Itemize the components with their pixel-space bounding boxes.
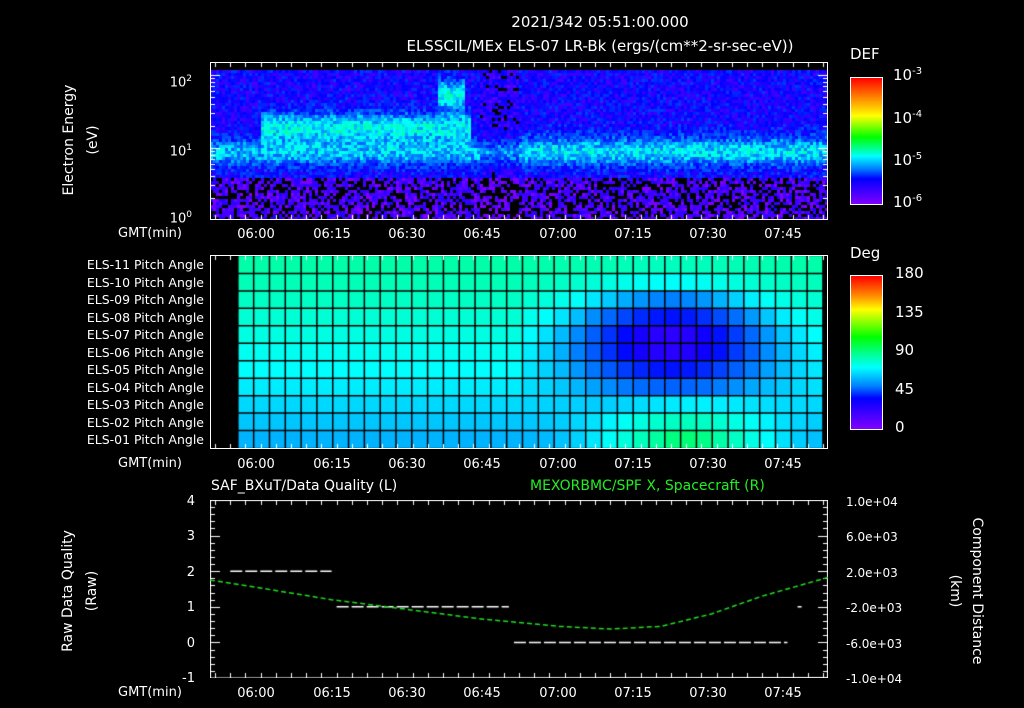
colorbar-def-tick: 10-3	[893, 66, 923, 84]
energy-spectrogram	[210, 62, 828, 220]
colorbar-def-tick: 10-5	[893, 151, 923, 169]
time-ticks-panel2: 06:00 06:15 06:30 06:45 07:00 07:15 07:3…	[237, 457, 802, 472]
distance-axis-unit: (km)	[947, 574, 963, 608]
colorbar-def-tick: 10-4	[893, 109, 923, 127]
panel1-title: ELSSCIL/MEx ELS-07 LR-Bk (ergs/(cm**2-sr…	[406, 37, 794, 55]
quality-distance-plot	[210, 500, 828, 678]
ytick-quality: 3	[186, 529, 195, 544]
ytick-distance: -1.0e+04	[846, 672, 903, 686]
colorbar-def-title: DEF	[850, 45, 880, 63]
pitch-angle-heatmap	[210, 255, 828, 449]
time-axis-label: GMT(min)	[118, 685, 182, 700]
distance-axis-label: Component Distance	[969, 517, 985, 665]
ytick-quality: 2	[186, 565, 195, 580]
colorbar-deg-tick: 45	[895, 380, 915, 398]
time-ticks-panel1: 06:00 06:15 06:30 06:45 07:00 07:15 07:3…	[237, 227, 802, 242]
colorbar-deg-tick: 0	[895, 418, 905, 436]
ytick-quality: -1	[182, 671, 195, 686]
ytick-quality: 0	[186, 636, 195, 651]
ytick-distance: -6.0e+03	[846, 637, 903, 651]
plot-timestamp: 2021/342 05:51:00.000	[511, 13, 689, 31]
colorbar-deg-tick: 90	[895, 341, 915, 359]
time-axis-label: GMT(min)	[118, 226, 182, 241]
ytick-distance: 6.0e+03	[846, 530, 898, 544]
pitch-angle-row-labels: ELS-11 Pitch Angle ELS-10 Pitch Angle EL…	[86, 257, 204, 447]
energy-axis-unit: (eV)	[85, 125, 101, 155]
colorbar-deg-tick: 135	[895, 303, 924, 321]
time-ticks-panel3: 06:00 06:15 06:30 06:45 07:00 07:15 07:3…	[237, 686, 802, 701]
colorbar-deg-tick: 180	[895, 264, 924, 282]
energy-axis-label: Electron Energy	[61, 84, 77, 196]
ytick-quality: 4	[186, 494, 195, 509]
ytick-energy-100: 102	[169, 74, 192, 91]
ytick-quality: 1	[186, 600, 195, 615]
ytick-distance: 2.0e+03	[846, 566, 898, 580]
time-axis-label: GMT(min)	[118, 456, 182, 471]
colorbar-def	[850, 77, 883, 205]
ytick-energy-1: 100	[169, 210, 192, 227]
colorbar-deg-title: Deg	[850, 244, 881, 262]
ytick-distance: 1.0e+04	[846, 495, 898, 509]
ytick-energy-10: 101	[169, 143, 192, 160]
ytick-distance: -2.0e+03	[846, 601, 903, 615]
quality-axis-unit: (Raw)	[84, 570, 100, 612]
colorbar-deg	[850, 275, 883, 430]
panel3-left-title: SAF_BXuT/Data Quality (L)	[211, 478, 398, 494]
panel3-right-title: MEXORBMC/SPF X, Spacecraft (R)	[530, 478, 765, 494]
quality-axis-label: Raw Data Quality	[60, 530, 76, 652]
colorbar-def-tick: 10-6	[893, 193, 923, 211]
